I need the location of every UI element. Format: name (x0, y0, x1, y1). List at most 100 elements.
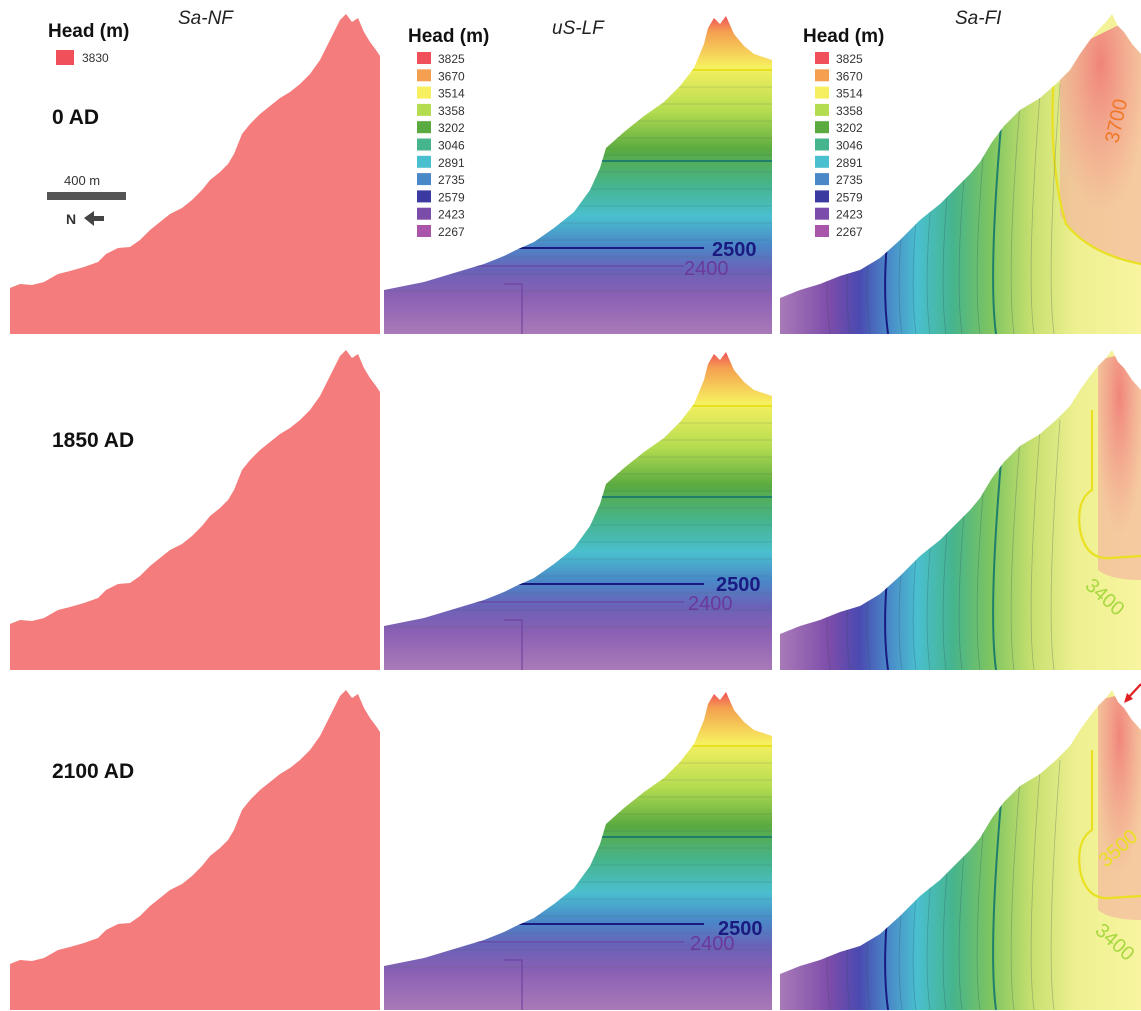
contour-lines (826, 690, 1141, 1010)
north-arrow: N (66, 211, 104, 227)
panel-sa-fi-row2 (780, 350, 1141, 670)
legend-swatch (815, 155, 829, 168)
legend-item-label: 3514 (836, 87, 863, 101)
contour-label-2400-row2: 2400 (688, 593, 733, 615)
contour-line (992, 449, 1003, 670)
head-field (780, 690, 1141, 1010)
summit-zone (1060, 14, 1141, 264)
contour-line (976, 123, 987, 334)
legend-swatch (815, 207, 829, 220)
contour-label-2400-row3: 2400 (690, 933, 735, 955)
legend-swatch (815, 103, 829, 116)
legend-swatch (815, 225, 829, 237)
legend-swatch (417, 138, 431, 151)
legend-item-label: 2579 (438, 190, 465, 204)
scale-bar: 400 m (47, 173, 126, 200)
legend-item-label: 3358 (438, 104, 465, 118)
legend-item-label: 3358 (836, 104, 863, 118)
annotation-arrow (1124, 683, 1141, 703)
contour-line (1050, 83, 1061, 334)
head-field (780, 350, 1141, 670)
legend-sa-nf: Head (m) 3830 (48, 21, 129, 65)
panel-us-lf-row3 (384, 692, 772, 1010)
legend-item-label: 2267 (438, 225, 465, 239)
contour-label-2500-row2: 2500 (716, 574, 761, 596)
legend-item-label: 3046 (836, 139, 863, 153)
contour-line (1010, 103, 1021, 334)
legend-item-label: 2891 (836, 156, 863, 170)
legend-item-label: 2735 (438, 173, 465, 187)
panel-sa-nf-row1 (10, 14, 380, 334)
panel-sa-fi-row3 (780, 690, 1141, 1010)
scale-bar-label: 400 m (64, 173, 100, 188)
panel-us-lf-row2 (384, 352, 772, 670)
legend-item-label: 3514 (438, 87, 465, 101)
head-field (384, 692, 772, 1010)
contour-line (1030, 429, 1041, 670)
legend-swatch (815, 173, 829, 186)
legend-title: Head (m) (803, 26, 884, 47)
contour-line (1030, 769, 1041, 1010)
summit-zone (1098, 690, 1141, 920)
legend-us-lf: Head (m) 3825 3670 3514 3358 3202 3046 2891 273… (408, 26, 489, 239)
column-title-us-lf: uS-LF (552, 18, 605, 39)
north-label: N (66, 211, 76, 227)
head-field (384, 352, 772, 670)
scale-bar-rect (47, 192, 126, 200)
contour-line (1010, 439, 1021, 670)
legend-item-label: 3670 (836, 69, 863, 83)
contour-label-2500-row1: 2500 (712, 239, 757, 261)
column-title-sa-nf: Sa-NF (178, 8, 234, 29)
arrow-left-icon (84, 211, 104, 226)
column-title-sa-fi: Sa-FI (955, 8, 1002, 29)
panel-sa-nf-row2 (10, 350, 380, 670)
legend-swatch (815, 138, 829, 151)
legend-swatch (417, 86, 431, 99)
contour-line (976, 459, 987, 670)
contour-line (992, 789, 1003, 1010)
legend-item-label: 3825 (836, 52, 863, 66)
contour-line-3514 (1051, 73, 1141, 266)
terrain-profile (10, 14, 380, 334)
contour-line (1050, 759, 1061, 1010)
legend-swatch (815, 190, 829, 203)
legend-item-label: 3830 (82, 51, 109, 65)
legend-item-label: 3046 (438, 139, 465, 153)
legend-swatch (815, 86, 829, 99)
legend-sa-fi: Head (m) 3825 3670 3514 3358 3202 3046 2891 273… (803, 26, 884, 239)
legend-swatch (417, 173, 431, 186)
contour-line-3514 (1078, 410, 1141, 560)
panel-sa-fi-row1 (780, 14, 1141, 334)
terrain-profile (10, 690, 380, 1010)
red-arrow-icon (1127, 683, 1141, 699)
legend-swatch (56, 50, 74, 65)
legend-swatch (815, 69, 829, 82)
contour-line (1010, 779, 1021, 1010)
legend-swatch (417, 103, 431, 116)
legend-swatch (417, 190, 431, 203)
red-arrowhead-icon (1124, 693, 1133, 703)
legend-item-label: 2267 (836, 225, 863, 239)
row-label-2100ad: 2100 AD (52, 760, 134, 783)
contour-line (1050, 419, 1061, 670)
contour-line (976, 799, 987, 1010)
legend-item-label: 2423 (836, 208, 863, 222)
legend-title: Head (m) (408, 26, 489, 47)
legend-item-label: 2579 (836, 190, 863, 204)
legend-swatch (417, 52, 431, 64)
legend-item-label: 2891 (438, 156, 465, 170)
head-field (384, 16, 772, 334)
legend-swatch (815, 52, 829, 64)
legend-item-label: 3825 (438, 52, 465, 66)
legend-swatch (417, 207, 431, 220)
row-label-0ad: 0 AD (52, 106, 99, 129)
contour-line-3514 (1078, 750, 1141, 900)
legend-swatch (417, 121, 431, 134)
legend-item-label: 3670 (438, 69, 465, 83)
contour-line (1030, 93, 1041, 334)
legend-swatch (417, 69, 431, 82)
legend-title: Head (m) (48, 21, 129, 42)
contour-labels-us-lf: 2500 2400 2500 2400 2500 2400 (684, 239, 763, 955)
summit-zone (1098, 350, 1141, 580)
panel-grid (10, 14, 1141, 1010)
